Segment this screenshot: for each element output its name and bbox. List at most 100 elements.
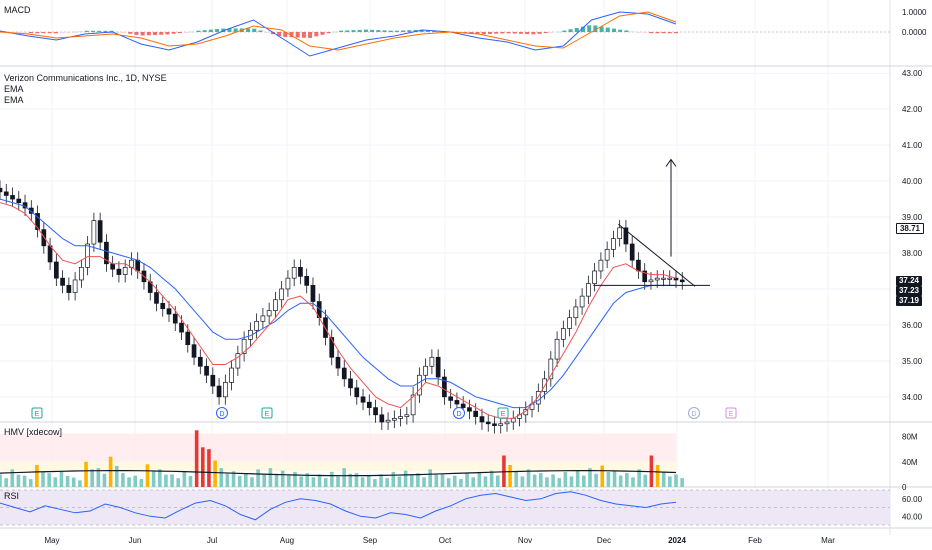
- macd-histogram-bar: [661, 32, 666, 34]
- month-label: Jul: [207, 536, 217, 545]
- hmv-volume-bar: [643, 474, 648, 487]
- hmv-volume-bar: [557, 478, 562, 487]
- candle-up: [279, 288, 285, 301]
- candle-down: [636, 259, 641, 272]
- macd-histogram-bar: [500, 32, 505, 34]
- candle-up: [417, 374, 422, 396]
- earnings-marker-label: E: [729, 411, 734, 418]
- macd-histogram-bar: [475, 32, 480, 35]
- earnings-marker-label: E: [501, 411, 506, 418]
- candle-down: [642, 270, 648, 283]
- month-label: Sep: [363, 536, 378, 545]
- ema-slow-label: EMA: [4, 95, 24, 105]
- candle-down: [623, 227, 629, 245]
- hmv-volume-bar: [164, 474, 168, 487]
- candle-down: [479, 416, 485, 423]
- candle-down: [360, 396, 366, 403]
- price-tag-last-b: 37.23: [896, 286, 922, 296]
- hmv-volume-bar: [575, 470, 580, 487]
- candle-down: [366, 401, 372, 408]
- rsi-line: [0, 491, 677, 521]
- macd-histogram-bar: [357, 29, 362, 32]
- candle-up: [266, 310, 272, 317]
- dividend-marker[interactable]: D: [453, 407, 465, 419]
- hmv-volume-bar: [563, 471, 568, 487]
- candle-up: [661, 277, 666, 280]
- hmv-volume-bar: [434, 474, 439, 487]
- hmv-volume-bar: [237, 475, 242, 487]
- hmv-pane[interactable]: [0, 430, 684, 487]
- hmv-volume-bar: [680, 478, 684, 487]
- macd-histogram-bar: [605, 27, 610, 32]
- macd-histogram-bar: [487, 32, 492, 34]
- price-axis[interactable]: 1.0000 0.0000 43.00 42.00 41.00 40.00 39.00 38.…: [902, 8, 927, 521]
- candle-up: [611, 238, 616, 250]
- macd-histogram-bar: [401, 30, 406, 32]
- macd-histogram-bar: [295, 32, 300, 38]
- earnings-marker[interactable]: E: [31, 407, 43, 419]
- macd-histogram-bar: [202, 30, 207, 32]
- macd-histogram-bar: [72, 31, 77, 33]
- macd-histogram-bar: [171, 32, 176, 34]
- hmv-volume-bar: [293, 471, 297, 487]
- macd-histogram-bar: [549, 32, 554, 33]
- earnings-marker[interactable]: E: [725, 407, 737, 419]
- hmv-volume-bar: [397, 476, 402, 487]
- macd-histogram-bar: [277, 32, 282, 37]
- hmv-band-extreme: [0, 433, 676, 462]
- candle-down: [97, 220, 103, 243]
- hmv-volume-bar: [323, 478, 328, 487]
- macd-histogram-bar: [153, 32, 158, 35]
- macd-histogram-bar: [221, 28, 226, 32]
- hmv-volume-bar: [459, 479, 463, 487]
- rsi-pane[interactable]: [0, 489, 890, 526]
- macd-histogram-bar: [599, 26, 604, 32]
- macd-histogram-bar: [568, 29, 573, 32]
- macd-histogram-bar: [233, 28, 238, 32]
- dividend-marker[interactable]: D: [688, 407, 700, 419]
- price-tick-label: 41.00: [902, 141, 923, 150]
- candle-down: [41, 229, 47, 247]
- macd-histogram-bar: [227, 28, 232, 32]
- candle-down: [341, 367, 347, 380]
- hmv-volume-bar: [78, 480, 82, 487]
- candle-down: [473, 410, 479, 417]
- hmv-average-line: [0, 470, 677, 477]
- candle-down: [467, 407, 472, 412]
- hmv-volume-bar: [612, 470, 617, 487]
- macd-histogram-bar: [134, 32, 139, 35]
- macd-histogram-bar: [382, 30, 387, 32]
- dividend-marker[interactable]: D: [216, 407, 228, 419]
- hmv-volume-bar: [569, 476, 574, 487]
- dividend-marker-circle: [216, 407, 228, 419]
- earnings-marker[interactable]: E: [497, 407, 509, 419]
- candle-up: [229, 367, 234, 383]
- ema-fast-label: EMA: [4, 84, 24, 94]
- macd-tick-label: 1.0000: [902, 8, 927, 17]
- macd-histogram-bar: [246, 28, 251, 32]
- macd-histogram-bar: [47, 32, 52, 34]
- month-label: Aug: [280, 536, 294, 545]
- hmv-volume-bar: [637, 469, 641, 487]
- month-label: Nov: [518, 536, 532, 545]
- dividend-marker-label: D: [219, 411, 224, 418]
- time-axis[interactable]: May Jun Jul Aug Sep Oct Nov Dec 2024 Feb Mar: [44, 536, 835, 545]
- candle-down: [110, 263, 116, 270]
- hmv-volume-bar: [526, 469, 531, 487]
- hmv-volume-bar: [582, 475, 586, 487]
- hmv-tick-label: 0: [902, 483, 907, 492]
- candle-down: [373, 407, 378, 416]
- macd-pane[interactable]: [0, 11, 890, 57]
- macd-histogram-bar: [618, 29, 623, 32]
- candle-up: [404, 414, 410, 417]
- hmv-volume-bar: [348, 473, 353, 487]
- hmv-volume-bar: [213, 460, 217, 487]
- macd-histogram-bar: [22, 32, 27, 33]
- hmv-volume-bar: [422, 477, 426, 487]
- month-label: Jun: [129, 536, 142, 545]
- candle-down: [354, 387, 360, 398]
- candle-up: [222, 382, 228, 398]
- earnings-marker[interactable]: E: [261, 407, 273, 419]
